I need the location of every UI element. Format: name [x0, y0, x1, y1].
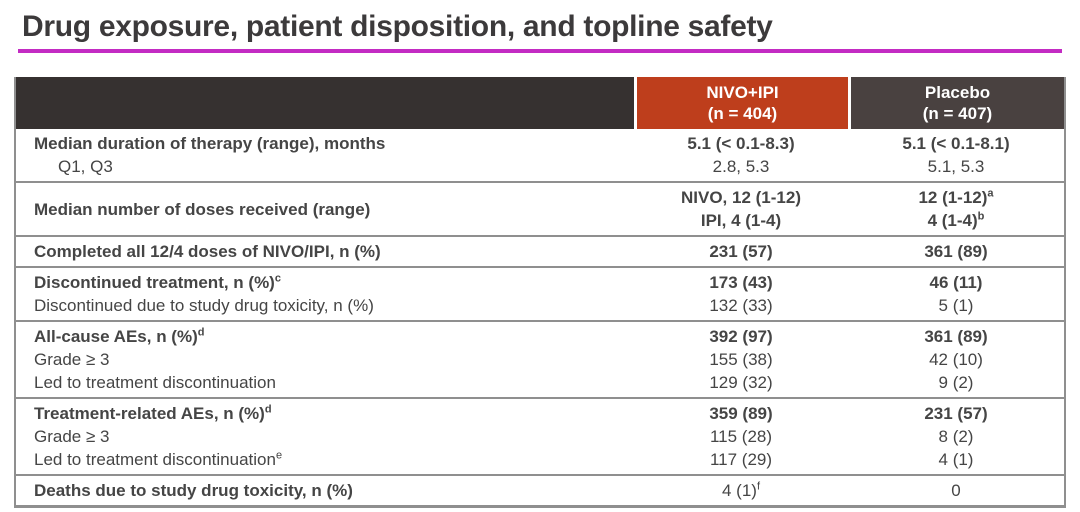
- cell-line: Deaths due to study drug toxicity, n (%): [34, 481, 353, 500]
- placebo-value-cell: 361 (89): [848, 240, 1064, 263]
- header-nivo-ipi-label: NIVO+IPI: [706, 83, 779, 102]
- cell-line: 173 (43): [709, 273, 773, 292]
- cell-line: 231 (57): [924, 404, 988, 423]
- slide-title: Drug exposure, patient disposition, and …: [22, 10, 773, 43]
- table-body: Median duration of therapy (range), mont…: [16, 129, 1064, 505]
- nivo-value-cell: 173 (43) 132 (33): [634, 271, 848, 317]
- footnote-marker: f: [756, 480, 761, 493]
- cell-line: Completed all 12/4 doses of NIVO/IPI, n …: [34, 242, 381, 261]
- footnote-marker: c: [274, 272, 281, 285]
- cell-line: 8 (2): [938, 427, 974, 446]
- row-label-cell: Discontinued treatment, n (%)c Discontinu…: [16, 271, 634, 317]
- cell-line: 361 (89): [924, 242, 988, 261]
- cell-line: Median duration of therapy (range), mont…: [34, 134, 386, 153]
- cell-line: 359 (89): [709, 404, 773, 423]
- cell-line: Treatment-related AEs, n (%)d: [34, 403, 272, 423]
- cell-line: 5.1 (< 0.1-8.1): [902, 134, 1010, 153]
- cell-line: 5.1, 5.3: [927, 157, 985, 176]
- cell-line: Discontinued treatment, n (%)c: [34, 272, 281, 292]
- table-row: Deaths due to study drug toxicity, n (%)…: [16, 474, 1064, 505]
- table-header-row: NIVO+IPI (n = 404) Placebo (n = 407): [16, 77, 1064, 129]
- header-placebo-n: (n = 407): [922, 104, 993, 123]
- placebo-value-cell: 5.1 (< 0.1-8.1) 5.1, 5.3: [848, 132, 1064, 178]
- cell-line: 4 (1-4)b: [927, 210, 985, 230]
- cell-line: 392 (97): [709, 327, 773, 346]
- row-label-cell: Treatment-related AEs, n (%)d Grade ≥ 3 Le…: [16, 402, 634, 471]
- footnote-marker: a: [987, 187, 994, 200]
- cell-line: Median number of doses received (range): [34, 199, 371, 219]
- nivo-value-cell: 231 (57): [634, 240, 848, 263]
- row-label-cell: Median duration of therapy (range), mont…: [16, 132, 634, 178]
- cell-line: 117 (29): [709, 450, 773, 469]
- cell-line: IPI, 4 (1-4): [700, 211, 782, 230]
- cell-line: 46 (11): [929, 273, 983, 292]
- table-row: Discontinued treatment, n (%)c Discontinu…: [16, 266, 1064, 320]
- cell-line: Grade ≥ 3: [34, 427, 110, 446]
- cell-line: 115 (28): [709, 427, 773, 446]
- footnote-marker: d: [197, 326, 205, 339]
- cell-line: Led to treatment discontinuation: [34, 373, 276, 392]
- placebo-value-cell: 0: [848, 479, 1064, 502]
- cell-line: 42 (10): [929, 350, 983, 369]
- cell-line: 361 (89): [924, 327, 988, 346]
- footnote-marker: d: [264, 403, 272, 416]
- footnote-marker: b: [977, 210, 985, 223]
- cell-line: 9 (2): [938, 373, 974, 392]
- placebo-value-cell: 231 (57) 8 (2) 4 (1): [848, 402, 1064, 471]
- header-placebo-cell: Placebo (n = 407): [851, 77, 1064, 129]
- nivo-value-cell: 5.1 (< 0.1-8.3) 2.8, 5.3: [634, 132, 848, 178]
- cell-line: 231 (57): [709, 242, 773, 261]
- footnote-marker: e: [275, 449, 283, 462]
- cell-line: 12 (1-12)a: [918, 187, 994, 207]
- nivo-value-cell: 359 (89) 115 (28) 117 (29): [634, 402, 848, 471]
- placebo-value-cell: 361 (89) 42 (10) 9 (2): [848, 325, 1064, 394]
- cell-line: 5 (1): [938, 296, 974, 315]
- table-row: All-cause AEs, n (%)d Grade ≥ 3 Led to tre…: [16, 320, 1064, 397]
- cell-line: Q1, Q3: [58, 157, 113, 176]
- row-label-cell: All-cause AEs, n (%)d Grade ≥ 3 Led to tre…: [16, 325, 634, 394]
- nivo-value-cell: NIVO, 12 (1-12) IPI, 4 (1-4): [634, 186, 848, 232]
- cell-line: Discontinued due to study drug toxicity,…: [34, 296, 374, 315]
- header-empty-cell: [16, 77, 634, 129]
- cell-line: 4 (1): [938, 450, 974, 469]
- table-row: Median duration of therapy (range), mont…: [16, 129, 1064, 181]
- table-row: Median number of doses received (range) N…: [16, 181, 1064, 235]
- table-row: Completed all 12/4 doses of NIVO/IPI, n …: [16, 235, 1064, 266]
- cell-line: Led to treatment discontinuatione: [34, 449, 283, 469]
- cell-line: All-cause AEs, n (%)d: [34, 326, 205, 346]
- title-underline: [18, 49, 1062, 53]
- row-label-cell: Median number of doses received (range): [16, 186, 634, 232]
- cell-line: 4 (1)f: [721, 480, 761, 500]
- cell-line: 129 (32): [709, 373, 773, 392]
- header-nivo-ipi-n: (n = 404): [707, 104, 778, 123]
- table-row: Treatment-related AEs, n (%)d Grade ≥ 3 Le…: [16, 397, 1064, 474]
- cell-line: 5.1 (< 0.1-8.3): [687, 134, 795, 153]
- row-label-cell: Deaths due to study drug toxicity, n (%): [16, 479, 634, 502]
- header-nivo-ipi-cell: NIVO+IPI (n = 404): [637, 77, 848, 129]
- nivo-value-cell: 392 (97) 155 (38) 129 (32): [634, 325, 848, 394]
- safety-table: NIVO+IPI (n = 404) Placebo (n = 407) Med…: [14, 77, 1066, 508]
- row-label-cell: Completed all 12/4 doses of NIVO/IPI, n …: [16, 240, 634, 263]
- header-placebo-label: Placebo: [924, 83, 991, 102]
- cell-line: NIVO, 12 (1-12): [681, 188, 801, 207]
- placebo-value-cell: 46 (11) 5 (1): [848, 271, 1064, 317]
- placebo-value-cell: 12 (1-12)a 4 (1-4)b: [848, 186, 1064, 232]
- cell-line: 2.8, 5.3: [712, 157, 770, 176]
- cell-line: 0: [951, 481, 961, 500]
- nivo-value-cell: 4 (1)f: [634, 479, 848, 502]
- cell-line: 132 (33): [709, 296, 773, 315]
- cell-line: 155 (38): [709, 350, 773, 369]
- cell-line: Grade ≥ 3: [34, 350, 110, 369]
